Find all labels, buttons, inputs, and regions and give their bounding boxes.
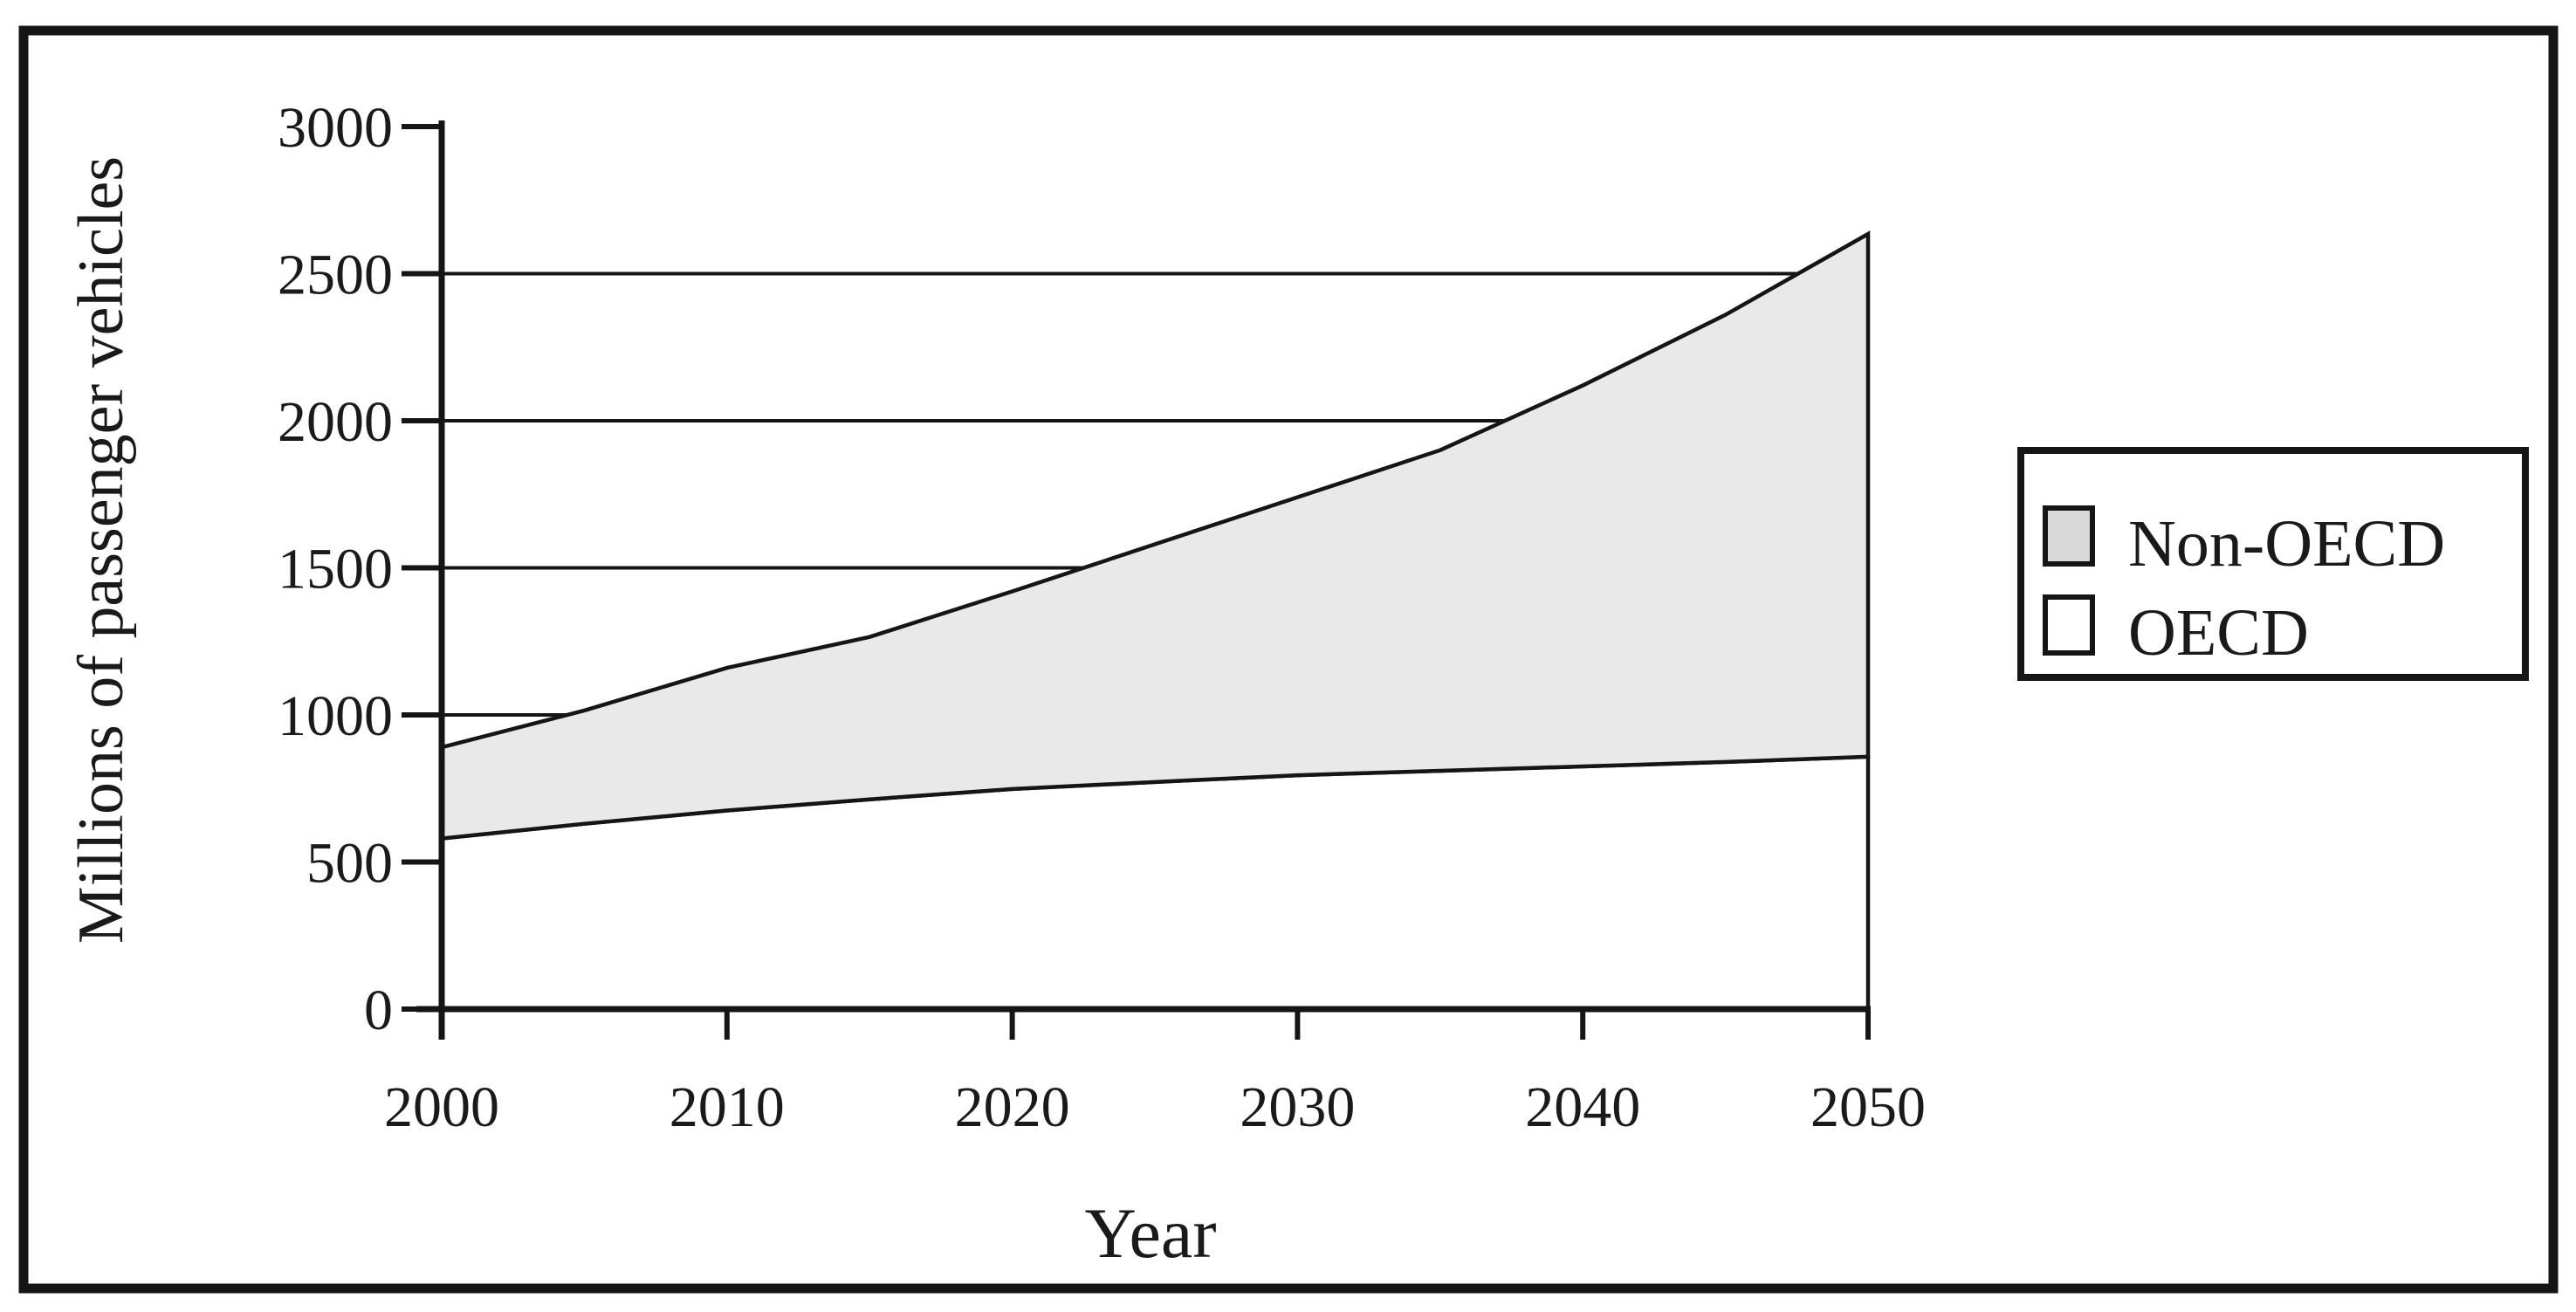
tick-labels-layer: 0 500 1000 1500 2000 2500 3000 2000 2010 2020 2030… [278,96,1926,1139]
x-tick-label-2020: 2020 [955,1075,1070,1139]
x-tick-label-2050: 2050 [1810,1075,1926,1139]
y-tick-label-2000: 2000 [278,390,393,454]
x-tick-label-2010: 2010 [670,1075,785,1139]
y-tick-label-1500: 1500 [278,538,393,601]
y-tick-label-1000: 1000 [278,684,393,748]
ticks-layer [402,124,1871,1040]
legend-swatch-non-oecd [2043,505,2095,567]
y-tick-label-0: 0 [364,979,393,1042]
legend-label-oecd: OECD [2128,596,2309,670]
y-tick-label-500: 500 [306,832,393,896]
y-tick-label-3000: 3000 [278,96,393,160]
y-tick-label-2500: 2500 [278,244,393,307]
legend-box [2017,447,2529,681]
legend-swatch-oecd [2043,594,2095,656]
legend-label-non-oecd: Non-OECD [2128,507,2445,580]
x-tick-label-2040: 2040 [1525,1075,1640,1139]
x-tick-label-2000: 2000 [384,1075,499,1139]
x-tick-label-2030: 2030 [1240,1075,1355,1139]
x-axis-title: Year [1084,1193,1216,1273]
legend: Non-OECD OECD [2017,447,2529,681]
non-oecd-area [439,230,1871,841]
areas-layer [439,230,1871,1012]
y-axis-title: Millions of passenger vehicles [65,156,137,944]
